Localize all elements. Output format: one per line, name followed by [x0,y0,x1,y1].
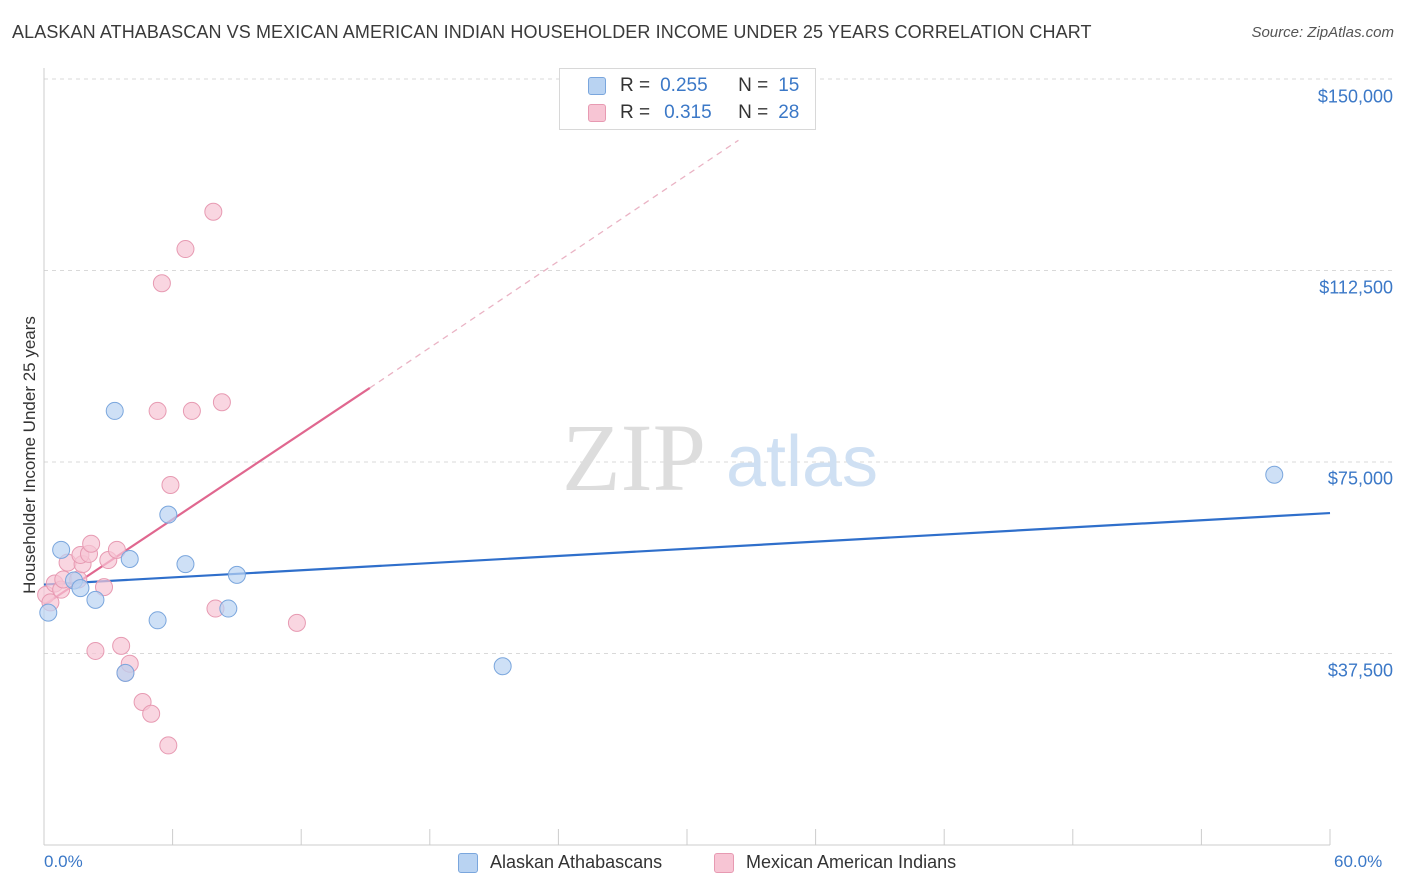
legend-item-mexican: Mexican American Indians [714,852,956,873]
y-axis-label: Householder Income Under 25 years [20,316,39,594]
legend-row-alaskan: R = 0.255 N = 15 [588,74,799,98]
data-point-alaskan [52,540,71,559]
y-tick-label: $150,000 [1317,86,1393,107]
data-point-alaskan [105,401,124,420]
legend-swatch-pink [588,104,606,122]
data-point-alaskan [1265,465,1284,484]
y-tick-label: $75,000 [1327,468,1393,489]
n-value-mexican: 28 [778,102,800,123]
data-point-alaskan [159,505,178,524]
n-value-alaskan: 15 [778,75,800,96]
chart-title: ALASKAN ATHABASCAN VS MEXICAN AMERICAN I… [12,22,1092,42]
data-point-alaskan [39,603,58,622]
data-point-mexican [182,401,201,420]
trend-line-alaskan [43,511,1331,586]
legend-swatch-pink [714,852,734,873]
watermark-zip: ZIP [562,404,706,511]
x-tick-min: 0.0% [44,852,83,871]
data-point-mexican [152,274,171,293]
data-point-mexican [142,704,161,723]
data-point-mexican [161,475,180,494]
r-label: R = [620,75,651,96]
data-point-alaskan [71,579,90,598]
data-point-mexican [212,393,231,412]
n-label: N = [738,75,769,96]
correlation-legend: R = 0.255 N = 15 R = 0.315 N = 28 [559,68,816,130]
data-point-mexican [176,240,195,259]
data-point-alaskan [219,599,238,618]
data-point-mexican [82,534,101,553]
data-point-mexican [159,736,178,755]
data-point-mexican [287,613,306,632]
n-label: N = [738,102,769,123]
legend-swatch-blue [458,852,478,873]
legend-row-mexican: R = 0.315 N = 28 [588,101,799,125]
legend-item-alaskan: Alaskan Athabascans [458,852,662,873]
data-point-mexican [112,636,131,655]
data-point-alaskan [116,663,135,682]
data-point-mexican [204,202,223,221]
legend-label-mexican: Mexican American Indians [746,852,957,872]
r-value-mexican: 0.315 [664,102,712,123]
data-point-alaskan [120,550,139,569]
source-label: Source: ZipAtlas.com [1251,24,1394,41]
data-point-alaskan [86,590,105,609]
watermark-atlas: atlas [726,422,878,502]
data-point-alaskan [227,565,246,584]
y-tick-label: $112,500 [1319,277,1393,297]
data-point-alaskan [176,555,195,574]
data-point-mexican [86,641,105,660]
legend-swatch-blue [588,77,606,95]
r-label: R = [620,102,651,123]
data-point-mexican [148,401,167,420]
data-point-mexican [95,578,114,597]
legend-label-alaskan: Alaskan Athabascans [490,852,663,872]
data-point-alaskan [148,611,167,630]
r-value-alaskan: 0.255 [660,75,708,96]
watermark: ZIP atlas [562,404,878,511]
data-point-alaskan [493,657,512,676]
y-tick-label: $37,500 [1327,660,1393,680]
x-tick-max: 60.0% [1334,852,1383,871]
trend-line-mexican [43,387,371,606]
trend-extension-mexican [369,139,739,389]
data-point-mexican [107,540,126,559]
